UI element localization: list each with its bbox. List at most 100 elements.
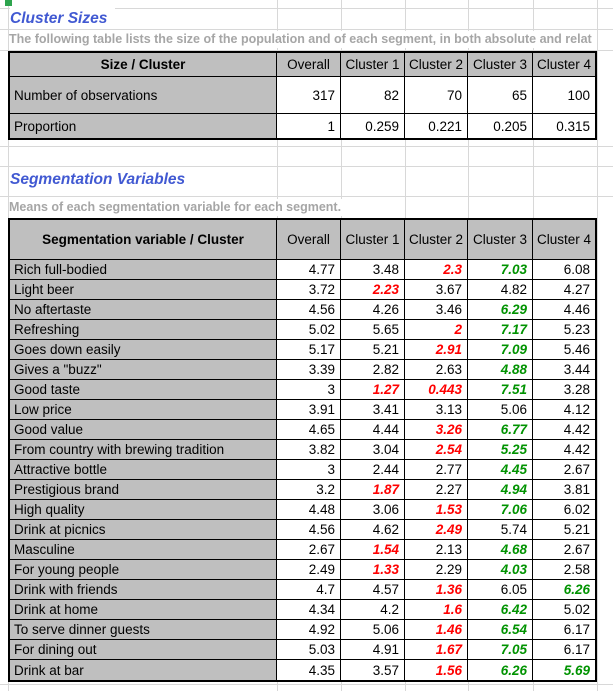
value-cell[interactable]: 5.06 <box>341 620 405 640</box>
value-cell[interactable]: 3.13 <box>405 400 468 420</box>
value-cell[interactable]: 4.46 <box>533 300 595 320</box>
value-cell[interactable]: 4.12 <box>533 400 595 420</box>
value-cell[interactable]: 6.26 <box>468 660 533 680</box>
value-cell[interactable]: 3.48 <box>341 260 405 280</box>
value-cell[interactable]: 1.54 <box>341 540 405 560</box>
row-label-cell[interactable]: Attractive bottle <box>10 460 277 480</box>
value-cell[interactable]: 2.49 <box>277 560 341 580</box>
row-label-cell[interactable]: Drink at bar <box>10 660 277 680</box>
value-cell[interactable]: 4.77 <box>277 260 341 280</box>
value-cell[interactable]: 4.27 <box>533 280 595 300</box>
column-header-cell[interactable]: Overall <box>277 53 341 77</box>
row-label-cell[interactable]: Drink at home <box>10 600 277 620</box>
row-label-cell[interactable]: Drink at picnics <box>10 520 277 540</box>
value-cell[interactable]: 2.54 <box>405 440 468 460</box>
value-cell[interactable]: 5.17 <box>277 340 341 360</box>
value-cell[interactable]: 6.26 <box>533 580 595 600</box>
value-cell[interactable]: 3.26 <box>405 420 468 440</box>
value-cell[interactable]: 1 <box>277 114 341 138</box>
value-cell[interactable]: 5.03 <box>277 640 341 660</box>
row-label-cell[interactable]: Prestigious brand <box>10 480 277 500</box>
value-cell[interactable]: 2.58 <box>533 560 595 580</box>
value-cell[interactable]: 7.51 <box>468 380 533 400</box>
value-cell[interactable]: 4.94 <box>468 480 533 500</box>
value-cell[interactable]: 2.23 <box>341 280 405 300</box>
column-header-cell[interactable]: Cluster 4 <box>533 53 595 77</box>
value-cell[interactable]: 3.04 <box>341 440 405 460</box>
value-cell[interactable]: 5.23 <box>533 320 595 340</box>
value-cell[interactable]: 2.29 <box>405 560 468 580</box>
value-cell[interactable]: 0.443 <box>405 380 468 400</box>
value-cell[interactable]: 7.05 <box>468 640 533 660</box>
value-cell[interactable]: 2.91 <box>405 340 468 360</box>
column-header-cell[interactable]: Cluster 1 <box>341 53 405 77</box>
value-cell[interactable]: 4.57 <box>341 580 405 600</box>
value-cell[interactable]: 1.36 <box>405 580 468 600</box>
value-cell[interactable]: 2.13 <box>405 540 468 560</box>
column-header-cell[interactable]: Cluster 4 <box>533 220 595 260</box>
corner-header-cell[interactable]: Size / Cluster <box>10 53 277 77</box>
row-label-cell[interactable]: From country with brewing tradition <box>10 440 277 460</box>
value-cell[interactable]: 6.77 <box>468 420 533 440</box>
row-label-cell[interactable]: Masculine <box>10 540 277 560</box>
value-cell[interactable]: 4.03 <box>468 560 533 580</box>
column-header-cell[interactable]: Cluster 2 <box>405 220 468 260</box>
value-cell[interactable]: 4.7 <box>277 580 341 600</box>
value-cell[interactable]: 3.2 <box>277 480 341 500</box>
value-cell[interactable]: 1.56 <box>405 660 468 680</box>
value-cell[interactable]: 4.68 <box>468 540 533 560</box>
value-cell[interactable]: 3.81 <box>533 480 595 500</box>
value-cell[interactable]: 0.259 <box>341 114 405 138</box>
value-cell[interactable]: 3.91 <box>277 400 341 420</box>
value-cell[interactable]: 3 <box>277 380 341 400</box>
value-cell[interactable]: 3.57 <box>341 660 405 680</box>
row-label-cell[interactable]: Goes down easily <box>10 340 277 360</box>
value-cell[interactable]: 6.54 <box>468 620 533 640</box>
row-label-cell[interactable]: Light beer <box>10 280 277 300</box>
value-cell[interactable]: 5.06 <box>468 400 533 420</box>
value-cell[interactable]: 4.82 <box>468 280 533 300</box>
row-label-cell[interactable]: Good value <box>10 420 277 440</box>
column-header-cell[interactable]: Cluster 3 <box>468 220 533 260</box>
value-cell[interactable]: 5.25 <box>468 440 533 460</box>
row-label-cell[interactable]: Proportion <box>10 114 277 138</box>
value-cell[interactable]: 3.72 <box>277 280 341 300</box>
row-label-cell[interactable]: No aftertaste <box>10 300 277 320</box>
value-cell[interactable]: 3.39 <box>277 360 341 380</box>
value-cell[interactable]: 2.49 <box>405 520 468 540</box>
value-cell[interactable]: 7.17 <box>468 320 533 340</box>
row-label-cell[interactable]: High quality <box>10 500 277 520</box>
value-cell[interactable]: 6.29 <box>468 300 533 320</box>
value-cell[interactable]: 6.08 <box>533 260 595 280</box>
value-cell[interactable]: 5.46 <box>533 340 595 360</box>
value-cell[interactable]: 5.65 <box>341 320 405 340</box>
value-cell[interactable]: 5.21 <box>533 520 595 540</box>
row-label-cell[interactable]: Drink with friends <box>10 580 277 600</box>
value-cell[interactable]: 4.56 <box>277 520 341 540</box>
value-cell[interactable]: 3.41 <box>341 400 405 420</box>
value-cell[interactable]: 3 <box>277 460 341 480</box>
value-cell[interactable]: 3.28 <box>533 380 595 400</box>
value-cell[interactable]: 1.87 <box>341 480 405 500</box>
value-cell[interactable]: 4.35 <box>277 660 341 680</box>
row-label-cell[interactable]: Rich full-bodied <box>10 260 277 280</box>
value-cell[interactable]: 4.26 <box>341 300 405 320</box>
row-label-cell[interactable]: Low price <box>10 400 277 420</box>
value-cell[interactable]: 5.02 <box>533 600 595 620</box>
value-cell[interactable]: 2.44 <box>341 460 405 480</box>
value-cell[interactable]: 1.27 <box>341 380 405 400</box>
value-cell[interactable]: 2.3 <box>405 260 468 280</box>
column-header-cell[interactable]: Cluster 1 <box>341 220 405 260</box>
value-cell[interactable]: 0.205 <box>468 114 533 138</box>
corner-header-cell[interactable]: Segmentation variable / Cluster <box>10 220 277 260</box>
value-cell[interactable]: 2.77 <box>405 460 468 480</box>
value-cell[interactable]: 2.67 <box>533 460 595 480</box>
value-cell[interactable]: 4.34 <box>277 600 341 620</box>
value-cell[interactable]: 4.48 <box>277 500 341 520</box>
value-cell[interactable]: 2.67 <box>533 540 595 560</box>
value-cell[interactable]: 4.62 <box>341 520 405 540</box>
value-cell[interactable]: 70 <box>405 77 468 114</box>
value-cell[interactable]: 6.02 <box>533 500 595 520</box>
column-header-cell[interactable]: Overall <box>277 220 341 260</box>
value-cell[interactable]: 5.69 <box>563 662 590 678</box>
